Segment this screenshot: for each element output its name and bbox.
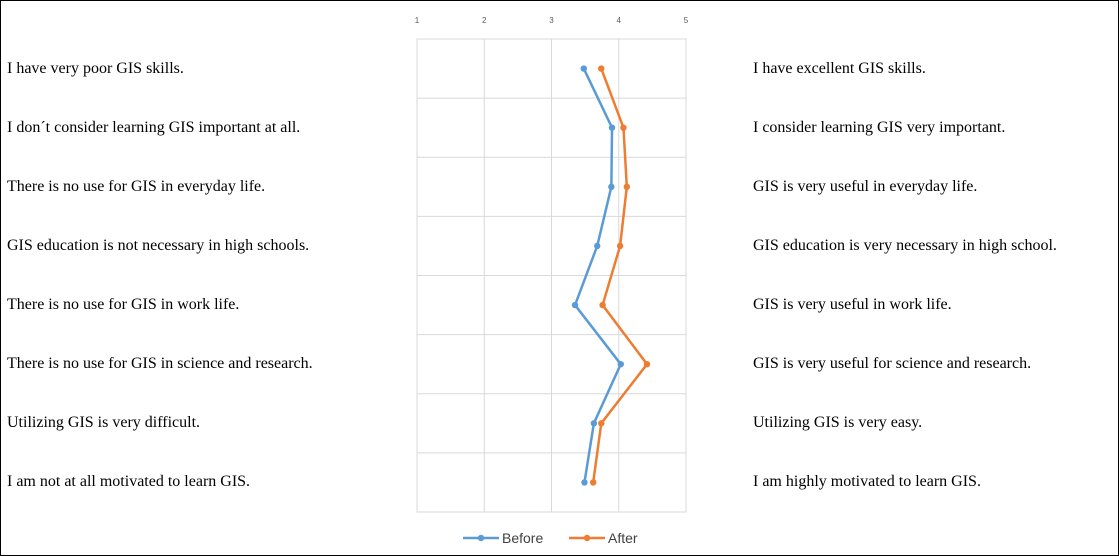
series-line-before — [573, 68, 623, 483]
data-point-after — [623, 183, 631, 191]
left-statement-label: GIS education is not necessary in high s… — [7, 236, 310, 254]
data-point-after — [599, 301, 606, 309]
right-statement-label: GIS education is very necessary in high … — [753, 236, 1057, 254]
data-point-after — [620, 124, 627, 131]
x-tick-label: 3 — [549, 16, 554, 25]
data-point-before — [581, 479, 588, 486]
legend-label-after: After — [608, 530, 638, 546]
legend-label-before: Before — [502, 530, 543, 546]
right-statement-label: I am highly motivated to learn GIS. — [753, 473, 981, 491]
right-statement-label: GIS is very useful in work life. — [753, 296, 952, 314]
left-statement-label: I don´t consider learning GIS important … — [7, 118, 301, 136]
data-point-before — [590, 420, 598, 427]
right-statement-label: GIS is very useful in everyday life. — [753, 177, 978, 195]
left-statement-label: There is no use for GIS in everyday life… — [7, 177, 266, 195]
left-statement-label: I have very poor GIS skills. — [7, 59, 184, 77]
right-statement-label: Utilizing GIS is very easy. — [753, 414, 923, 432]
data-point-after — [589, 479, 597, 486]
data-point-before — [571, 301, 579, 309]
right-statement-label: GIS is very useful for science and resea… — [753, 355, 1032, 373]
legend-marker-before — [477, 534, 485, 542]
data-point-before — [608, 124, 616, 131]
x-tick-label: 5 — [684, 16, 689, 25]
data-point-before — [608, 183, 615, 191]
right-statement-label: I consider learning GIS very important. — [753, 118, 1006, 136]
data-point-before — [580, 65, 587, 72]
data-point-after — [616, 242, 624, 250]
x-tick-label: 1 — [415, 16, 420, 25]
data-point-before — [617, 360, 624, 368]
x-tick-label: 2 — [482, 16, 487, 25]
left-statement-label: There is no use for GIS in work life. — [7, 296, 240, 314]
right-statement-label: I have excellent GIS skills. — [753, 59, 926, 77]
left-statement-label: I am not at all motivated to learn GIS. — [7, 473, 251, 491]
data-point-after — [598, 420, 605, 427]
data-point-after — [643, 360, 651, 368]
legend-marker-after — [583, 534, 591, 542]
data-point-after — [598, 65, 605, 72]
x-tick-label: 4 — [617, 16, 622, 25]
left-statement-label: Utilizing GIS is very difficult. — [7, 414, 201, 432]
series-line-after — [591, 68, 649, 483]
left-statement-label: There is no use for GIS in science and r… — [7, 355, 313, 373]
data-point-before — [594, 242, 601, 250]
